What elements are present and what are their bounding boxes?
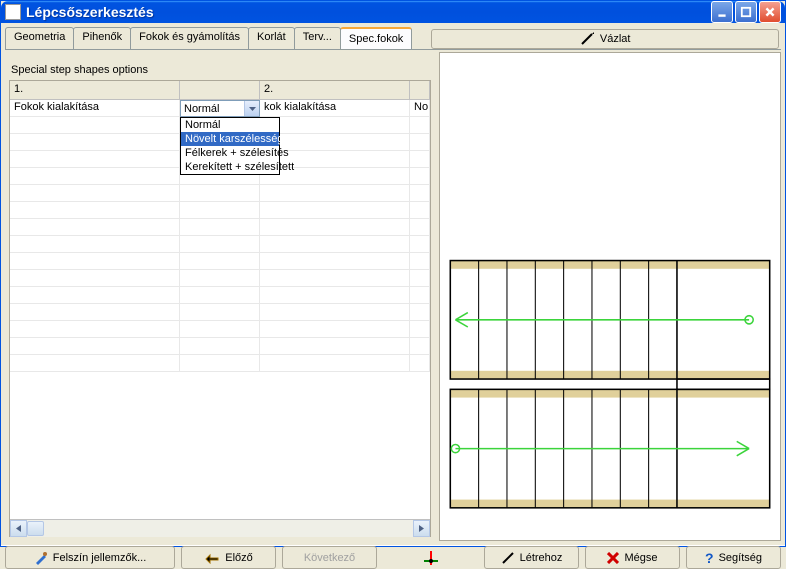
titlebar: Lépcsőszerkesztés (1, 1, 785, 23)
tab-pihen-k[interactable]: Pihenők (73, 27, 131, 49)
pencil-icon (580, 32, 594, 46)
footer: Felszín jellemzők... Előző Következő Lét… (1, 545, 785, 569)
table-row[interactable] (10, 304, 430, 321)
dropdown-value: Normál (184, 103, 219, 115)
pencil-icon (501, 551, 515, 565)
brush-icon (34, 551, 48, 565)
window: Lépcsőszerkesztés GeometriaPihenőkFokok … (0, 0, 786, 547)
table-row[interactable] (10, 253, 430, 270)
content: GeometriaPihenőkFokok és gyámolításKorlá… (1, 23, 785, 545)
table-row[interactable] (10, 321, 430, 338)
table-row[interactable] (10, 236, 430, 253)
sketch-button[interactable]: Vázlat (431, 29, 779, 49)
cell: kok kialakítása (260, 100, 410, 116)
table-row[interactable] (10, 219, 430, 236)
hand-left-icon (204, 552, 220, 564)
axis-icon (422, 549, 440, 567)
dropdown-option[interactable]: Növelt karszélesség (181, 132, 279, 146)
window-title: Lépcsőszerkesztés (26, 4, 711, 20)
prev-button[interactable]: Előző (181, 546, 276, 569)
table-row[interactable] (10, 355, 430, 372)
table-row[interactable] (10, 287, 430, 304)
table-row[interactable] (10, 338, 430, 355)
surface-props-button[interactable]: Felszín jellemzők... (5, 546, 175, 569)
grid-body: Fokok kialakítása kok kialakítása No Nor… (10, 100, 430, 519)
scroll-left-button[interactable] (10, 520, 27, 537)
cancel-label: Mégse (624, 552, 657, 564)
preview-panel (439, 52, 781, 541)
h-scrollbar[interactable] (10, 519, 430, 536)
chevron-down-icon[interactable] (244, 101, 259, 116)
left-panel: Special step shapes options 1. 2. Fokok … (5, 52, 435, 541)
next-label: Következő (304, 552, 355, 564)
tab-spec-fokok[interactable]: Spec.fokok (340, 27, 412, 49)
spacer (383, 549, 478, 567)
next-button: Következő (282, 546, 377, 569)
dropdown-option[interactable]: Félkerek + szélesítés (181, 146, 279, 160)
table-row[interactable] (10, 270, 430, 287)
x-icon (607, 552, 619, 564)
sketch-label: Vázlat (600, 33, 631, 45)
col-header-1[interactable]: 1. (10, 81, 180, 99)
dropdown-option[interactable]: Kerekített + szélesített (181, 160, 279, 174)
create-button[interactable]: Létrehoz (484, 546, 579, 569)
help-label: Segítség (719, 552, 762, 564)
tab-terv-[interactable]: Terv... (294, 27, 341, 49)
tab-fokok-s-gy-mol-t-s[interactable]: Fokok és gyámolítás (130, 27, 249, 49)
scroll-track[interactable] (27, 520, 413, 537)
grid: 1. 2. Fokok kialakítása kok kialakítása … (9, 80, 431, 537)
table-row[interactable] (10, 185, 430, 202)
dropdown-option[interactable]: Normál (181, 118, 279, 132)
app-icon (5, 4, 21, 20)
minimize-button[interactable] (711, 1, 733, 23)
window-buttons (711, 1, 781, 23)
tab-korl-t[interactable]: Korlát (248, 27, 295, 49)
help-button[interactable]: ? Segítség (686, 546, 781, 569)
table-row[interactable] (10, 202, 430, 219)
prev-label: Előző (225, 552, 253, 564)
cell: No (410, 100, 430, 116)
create-label: Létrehoz (520, 552, 563, 564)
surface-label: Felszín jellemzők... (53, 552, 147, 564)
tab-geometria[interactable]: Geometria (5, 27, 74, 49)
section-label: Special step shapes options (11, 64, 431, 76)
scroll-right-button[interactable] (413, 520, 430, 537)
scroll-thumb[interactable] (27, 521, 44, 536)
maximize-button[interactable] (735, 1, 757, 23)
col-header-4[interactable] (410, 81, 430, 99)
cell: Fokok kialakítása (10, 100, 180, 116)
grid-header: 1. 2. (10, 81, 430, 100)
help-icon: ? (705, 550, 714, 566)
dropdown-cell[interactable]: Normál (180, 100, 260, 117)
stair-preview (440, 53, 780, 540)
tab-row: GeometriaPihenőkFokok és gyámolításKorlá… (5, 27, 781, 49)
tabs: GeometriaPihenőkFokok és gyámolításKorlá… (5, 27, 411, 49)
col-header-2[interactable] (180, 81, 260, 99)
panels: Special step shapes options 1. 2. Fokok … (5, 49, 781, 541)
col-header-3[interactable]: 2. (260, 81, 410, 99)
cancel-button[interactable]: Mégse (585, 546, 680, 569)
dropdown-list[interactable]: NormálNövelt karszélességFélkerek + szél… (180, 117, 280, 175)
close-button[interactable] (759, 1, 781, 23)
